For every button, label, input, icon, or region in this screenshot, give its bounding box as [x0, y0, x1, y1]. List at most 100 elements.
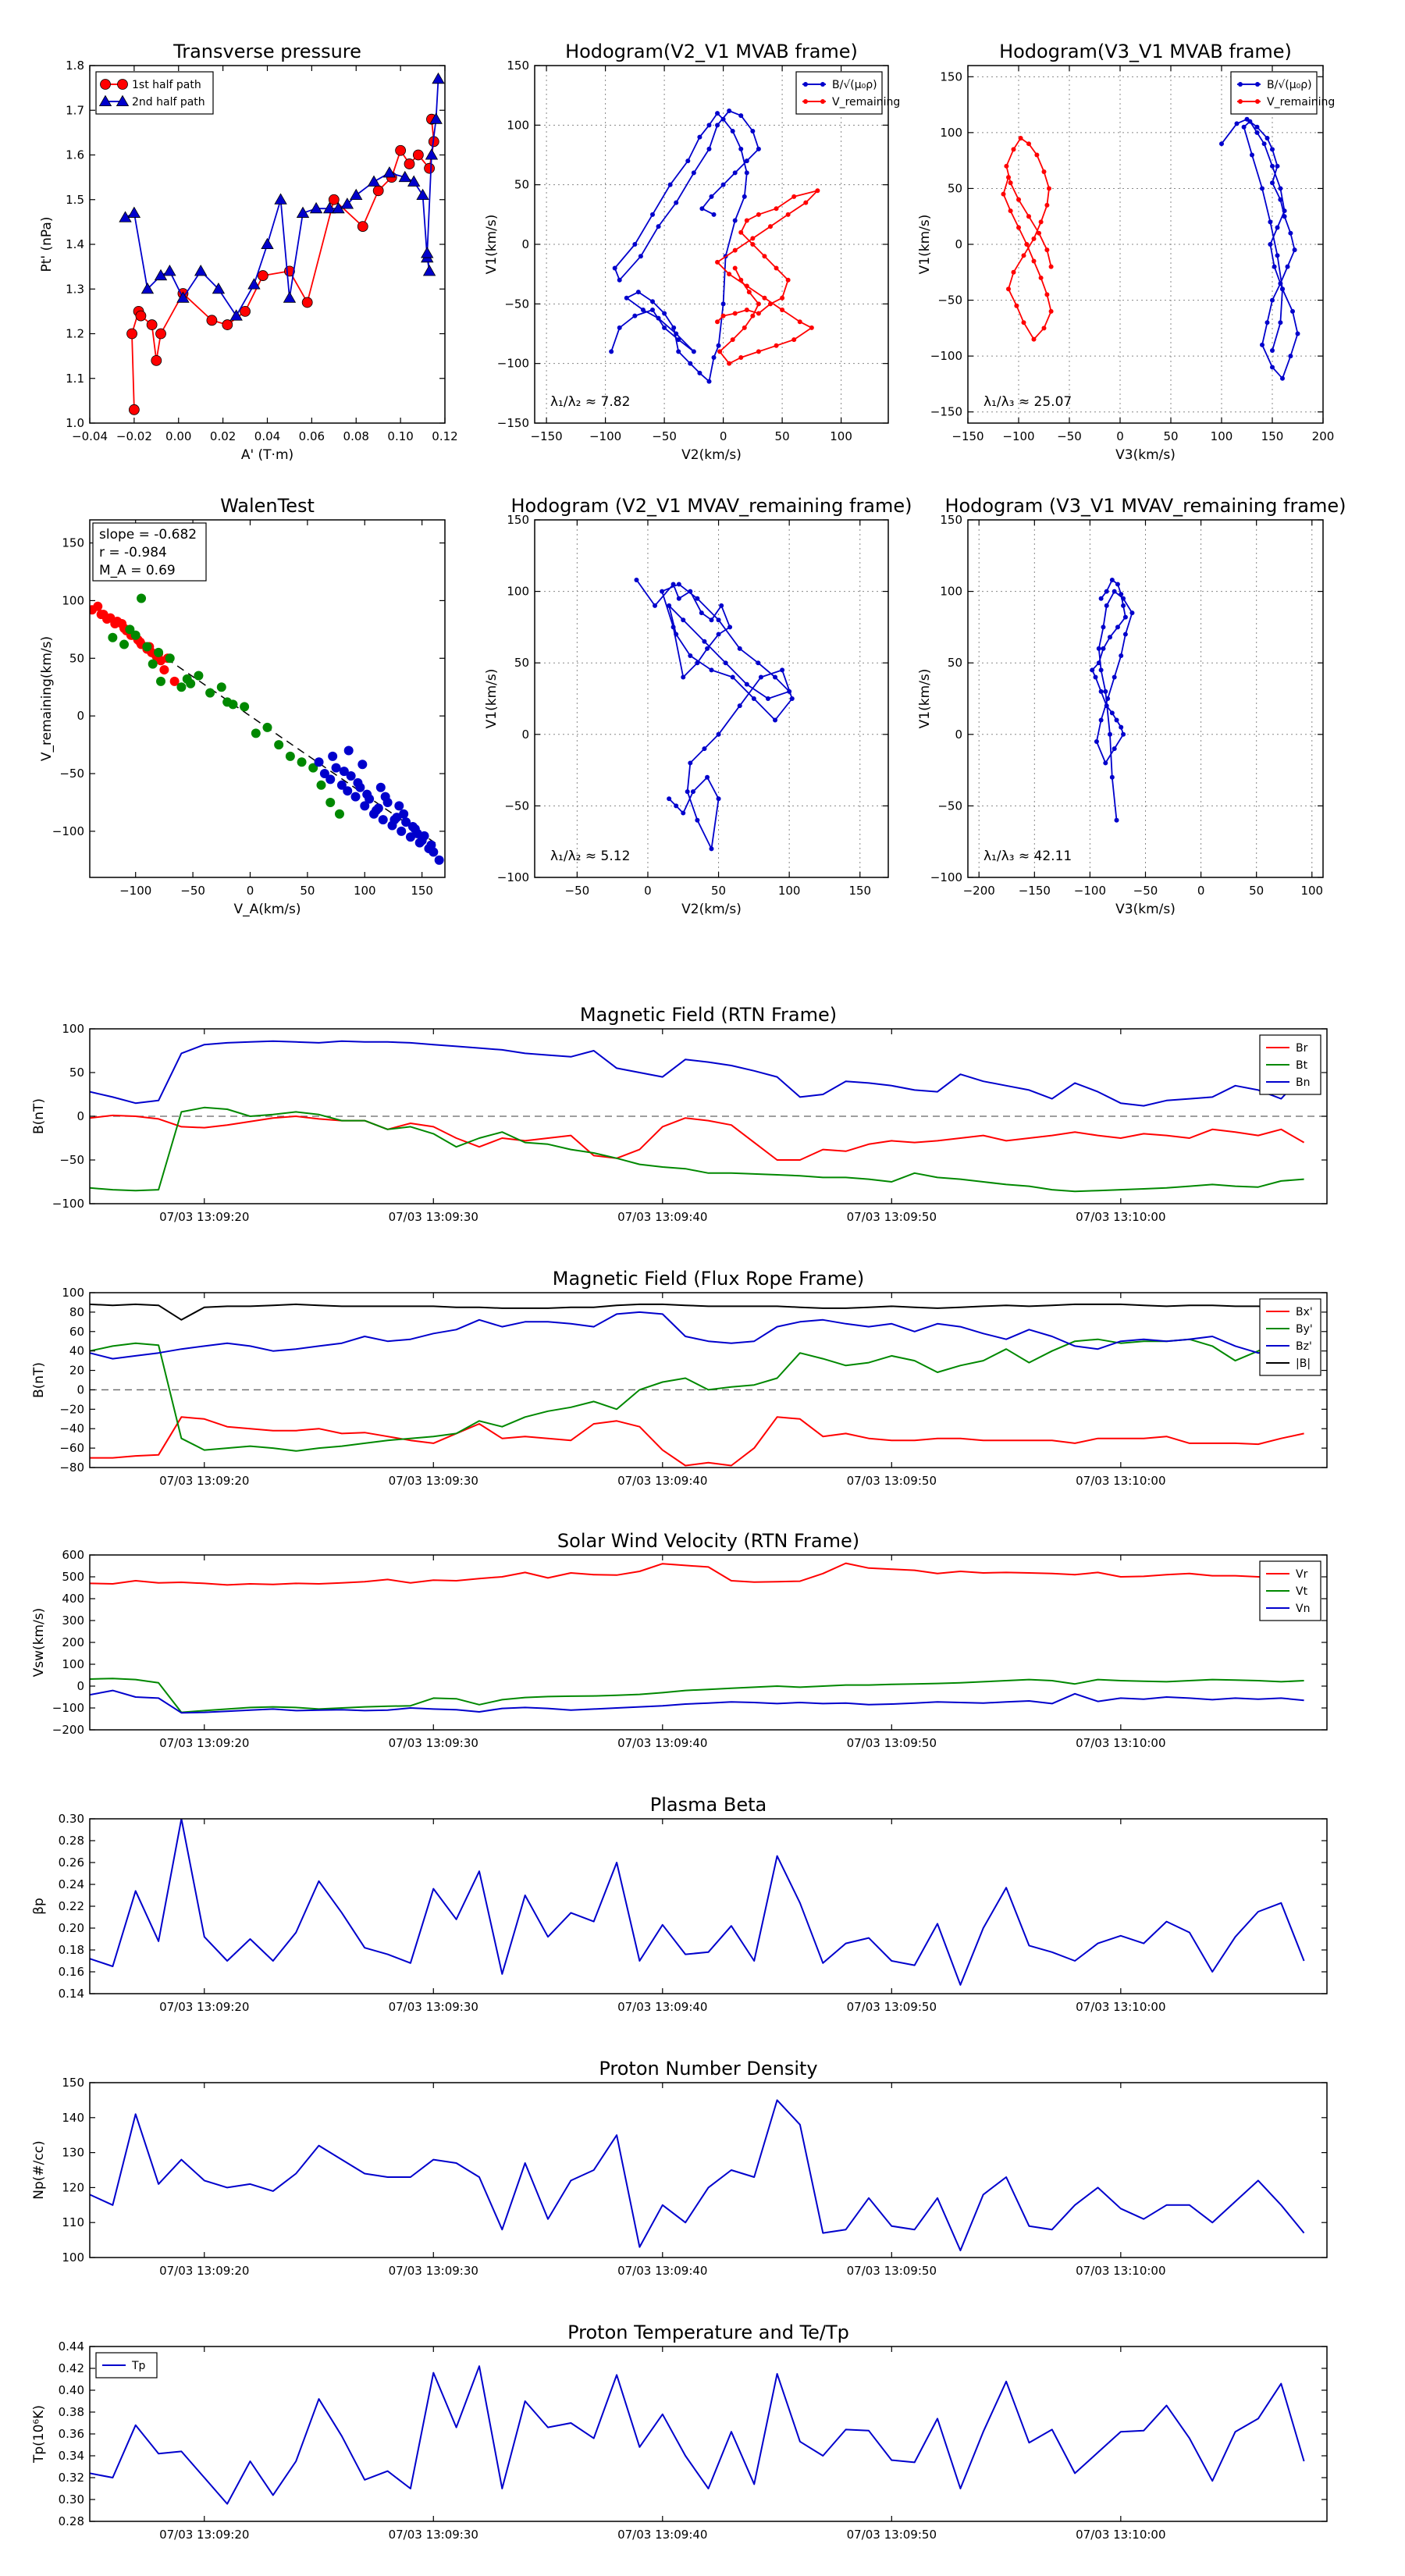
x-tick-label: 150 — [1261, 429, 1284, 443]
data-point — [372, 185, 384, 197]
y-tick-label: 20 — [69, 1364, 84, 1378]
annotation: λ₁/λ₂ ≈ 7.82 — [550, 394, 630, 410]
data-point — [108, 632, 118, 642]
data-point — [774, 343, 779, 348]
data-point — [328, 751, 338, 761]
legend-item: B/√(μ₀ρ) — [1237, 79, 1312, 91]
data-point — [371, 806, 381, 816]
data-point — [257, 270, 269, 281]
data-point — [756, 349, 761, 354]
legend: Br Bt Bn — [1259, 1034, 1321, 1095]
data-point — [1093, 674, 1098, 680]
data-point — [1278, 197, 1283, 202]
x-tick-label: 0 — [247, 884, 254, 898]
x-tick-label: 07/03 13:10:00 — [1076, 2000, 1165, 2014]
y-tick-label: 1.2 — [66, 327, 84, 341]
data-point — [697, 370, 702, 375]
x-tick-label: 50 — [300, 884, 315, 898]
data-point — [730, 674, 735, 680]
data-point — [397, 826, 407, 836]
y-tick-label: 100 — [507, 585, 529, 599]
x-tick-label: −100 — [589, 429, 621, 443]
y-tick-label: 0.28 — [59, 1834, 84, 1848]
series-beta — [90, 1819, 1305, 1986]
y-tick-label: 50 — [948, 656, 962, 670]
data-point — [1024, 242, 1030, 247]
series-vr — [90, 1562, 1304, 1586]
y-tick-label: 1.3 — [66, 282, 84, 296]
data-point — [1119, 592, 1124, 597]
data-point — [1238, 99, 1243, 104]
data-point — [756, 212, 761, 217]
data-point — [1026, 214, 1031, 219]
data-point — [690, 789, 695, 795]
data-point — [656, 315, 661, 321]
data-point — [1280, 286, 1285, 292]
data-point — [789, 696, 795, 701]
y-axis-label: Pt' (nPa) — [39, 217, 55, 272]
data-point — [688, 589, 693, 594]
data-point — [1108, 731, 1112, 737]
data-point — [688, 361, 693, 366]
y-tick-label: 0.16 — [59, 1965, 84, 1979]
y-tick-label: 0.42 — [59, 2361, 84, 2375]
data-point — [382, 166, 397, 178]
chart-title: Proton Temperature and Te/Tp — [567, 2322, 849, 2343]
data-point — [634, 577, 639, 582]
data-point — [222, 697, 233, 707]
data-point — [119, 639, 130, 649]
x-tick-label: 200 — [1312, 429, 1335, 443]
y-tick-label: 0 — [76, 1109, 84, 1123]
data-point — [340, 197, 354, 209]
legend-item: 1st half path — [100, 79, 201, 91]
data-point — [742, 194, 747, 199]
data-point — [716, 632, 721, 637]
series-line — [90, 2365, 1305, 2505]
x-tick-label: −50 — [565, 884, 590, 898]
data-point — [155, 328, 166, 340]
data-point — [1098, 688, 1104, 694]
y-tick-label: 120 — [62, 2180, 84, 2194]
data-point — [98, 94, 112, 107]
data-point — [316, 780, 326, 790]
data-point — [1270, 163, 1275, 169]
y-tick-label: 200 — [62, 1635, 84, 1649]
y-tick-label: 100 — [62, 593, 84, 607]
data-point — [617, 325, 622, 330]
plot-area — [90, 2365, 1305, 2505]
series-line — [717, 190, 819, 365]
data-point — [261, 237, 274, 250]
data-point — [730, 337, 735, 343]
data-point — [667, 182, 673, 187]
data-point — [1016, 225, 1021, 230]
data-point — [711, 355, 717, 361]
x-tick-label: 07/03 13:09:20 — [159, 2264, 249, 2278]
chart-title: Hodogram (V2_V1 MVAV_remaining frame) — [510, 495, 912, 517]
data-point — [1008, 180, 1013, 186]
data-point — [1026, 141, 1031, 147]
series-br — [90, 1114, 1305, 1161]
data-point — [1004, 163, 1009, 169]
data-point — [274, 740, 284, 750]
data-point — [296, 206, 310, 218]
data-point — [229, 309, 243, 321]
data-point — [331, 763, 341, 773]
x-tick-label: 100 — [830, 429, 852, 443]
data-point — [709, 846, 714, 852]
data-point — [715, 259, 720, 265]
series-b- — [609, 109, 761, 384]
y-tick-label: 600 — [62, 1548, 84, 1562]
y-tick-label: 300 — [62, 1614, 84, 1628]
y-tick-label: 150 — [940, 69, 962, 84]
chart-title: Proton Number Density — [599, 2058, 817, 2080]
data-point — [756, 311, 761, 316]
data-point — [667, 603, 672, 608]
data-point — [169, 676, 180, 686]
y-axis-label: Tp(10⁶K) — [31, 2405, 47, 2464]
data-point — [716, 617, 721, 623]
data-point — [820, 99, 825, 104]
x-tick-label: 100 — [354, 884, 376, 898]
data-point — [332, 201, 345, 214]
series-line — [635, 579, 793, 850]
data-point — [100, 79, 111, 90]
